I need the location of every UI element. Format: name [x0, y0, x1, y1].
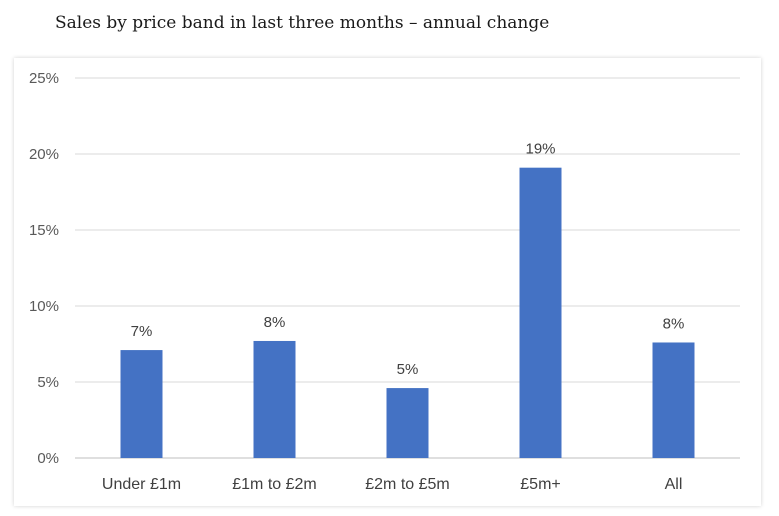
data-label: 7% — [131, 323, 153, 340]
data-label: 5% — [397, 361, 419, 378]
bar-chart: 0% 5% 10% 15% 20% 25% 7% Under £1m 8% £1m to £2m 5… — [29, 70, 740, 493]
bar — [253, 340, 296, 458]
y-tick-label: 10% — [29, 298, 59, 315]
y-tick-label: 0% — [37, 450, 59, 467]
chart-area: 0% 5% 10% 15% 20% 25% 7% Under £1m 8% £1m to £2m 5… — [14, 58, 761, 506]
bar — [519, 167, 562, 458]
bar — [386, 388, 429, 458]
data-label: 8% — [663, 315, 685, 332]
x-category-label: £1m to £2m — [232, 476, 316, 493]
y-tick-label: 5% — [37, 374, 59, 391]
x-category-label: Under £1m — [102, 476, 181, 493]
x-category-label: £2m to £5m — [365, 476, 449, 493]
data-label: 8% — [264, 314, 286, 331]
x-category-label: £5m+ — [520, 476, 560, 493]
chart-title: Sales by price band in last three months… — [55, 13, 550, 33]
y-tick-label: 25% — [29, 70, 59, 87]
bar — [120, 350, 163, 458]
y-tick-label: 15% — [29, 222, 59, 239]
y-tick-label: 20% — [29, 146, 59, 163]
bar — [652, 342, 695, 458]
data-label: 19% — [525, 141, 555, 158]
x-category-label: All — [665, 476, 683, 493]
